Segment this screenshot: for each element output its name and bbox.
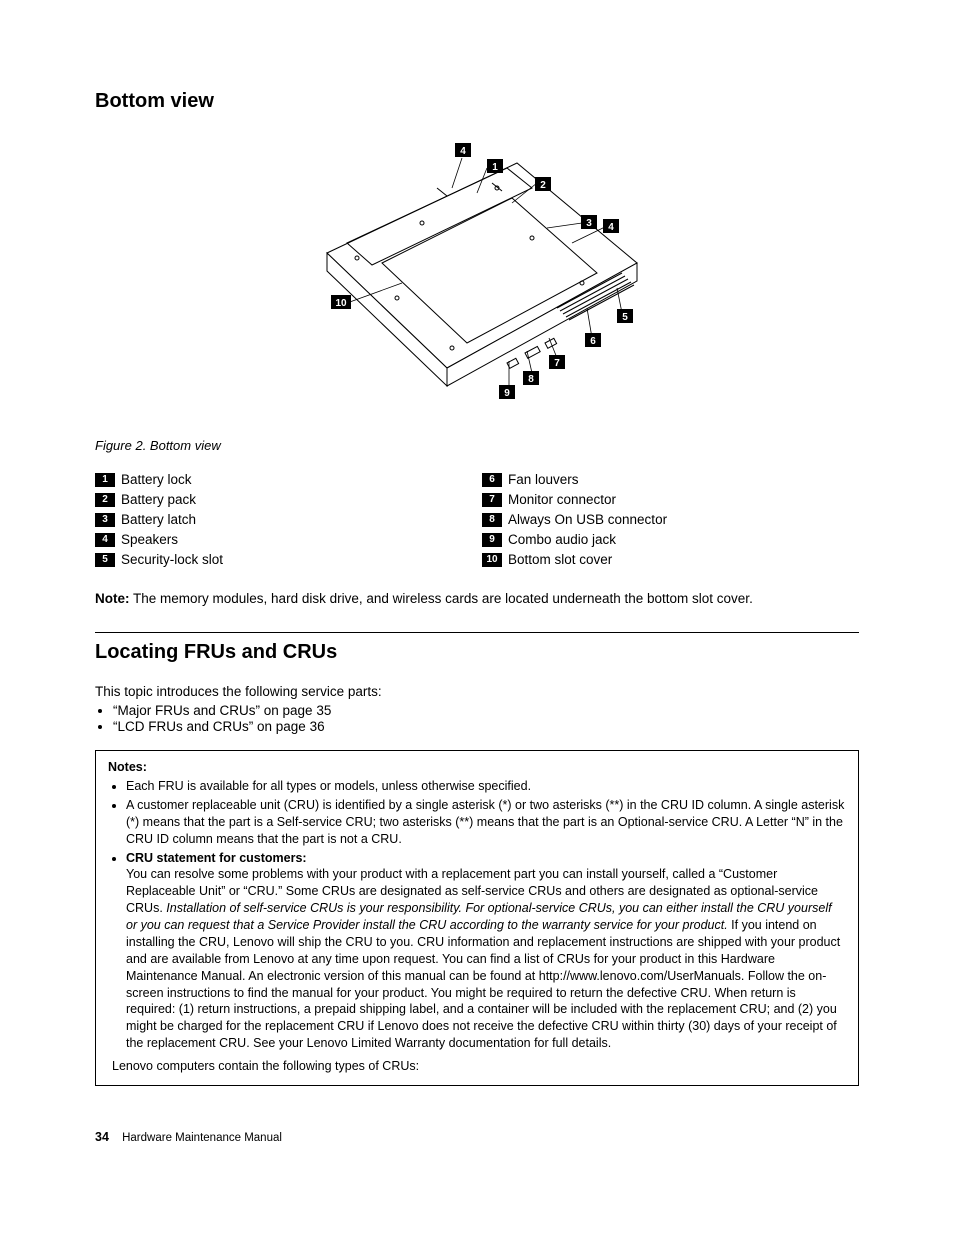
legend-row: 3 Battery latch [95,512,472,527]
callout-1: 1 [487,159,503,173]
page-number: 34 [95,1130,109,1144]
legend-row: 7 Monitor connector [482,492,859,507]
intro-bullet-item: “Major FRUs and CRUs” on page 35 [113,703,859,718]
intro-bullet-item: “LCD FRUs and CRUs” on page 36 [113,719,859,734]
callout-4a: 4 [455,143,471,157]
notes-item-2: A customer replaceable unit (CRU) is ide… [126,797,846,848]
cru-statement-italic: Installation of self-service CRUs is you… [126,901,832,932]
note-text: The memory modules, hard disk drive, and… [130,591,753,606]
notes-header: Notes: [108,759,846,776]
svg-text:1: 1 [492,162,498,173]
svg-text:8: 8 [528,374,534,385]
legend-row: 8 Always On USB connector [482,512,859,527]
notes-item-1: Each FRU is available for all types or m… [126,778,846,795]
legend-col-right: 6 Fan louvers 7 Monitor connector 8 Always On… [482,467,859,572]
notes-trailing: Lenovo computers contain the following t… [112,1058,846,1075]
note-label: Note: [95,591,130,606]
svg-text:4: 4 [460,146,466,157]
page-content: Bottom view [0,0,954,1184]
diagram-container: 4 1 2 3 4 5 6 7 8 9 10 [95,133,859,428]
legend-row: 4 Speakers [95,532,472,547]
legend-row: 5 Security-lock slot [95,552,472,567]
legend-row: 2 Battery pack [95,492,472,507]
legend-table: 1 Battery lock 2 Battery pack 3 Battery latch… [95,467,859,572]
notes-list: Each FRU is available for all types or m… [108,778,846,1052]
legend-number-badge: 9 [482,533,502,547]
legend-row: 6 Fan louvers [482,472,859,487]
callout-3: 3 [581,215,597,229]
callout-7: 7 [549,355,565,369]
callout-10: 10 [331,295,351,309]
legend-number-badge: 2 [95,493,115,507]
notes-box: Notes: Each FRU is available for all typ… [95,750,859,1086]
cru-statement-p1b: If you intend on installing the CRU, Len… [126,918,840,1050]
laptop-bottom-svg: 4 1 2 3 4 5 6 7 8 9 10 [287,133,667,423]
bottom-view-diagram: 4 1 2 3 4 5 6 7 8 9 10 [287,133,667,428]
legend-row: 10 Bottom slot cover [482,552,859,567]
callout-2: 2 [535,177,551,191]
cru-statement-head: CRU statement for customers: [126,851,307,865]
figure-caption: Figure 2. Bottom view [95,438,859,453]
callout-8: 8 [523,371,539,385]
legend-label: Security-lock slot [121,552,223,567]
page-footer: 34 Hardware Maintenance Manual [95,1130,859,1144]
svg-text:3: 3 [586,218,592,229]
legend-label: Battery latch [121,512,196,527]
legend-label: Bottom slot cover [508,552,612,567]
legend-label: Always On USB connector [508,512,667,527]
svg-text:5: 5 [622,312,628,323]
legend-number-badge: 6 [482,473,502,487]
note-paragraph: Note: The memory modules, hard disk driv… [95,590,859,608]
callout-5: 5 [617,309,633,323]
notes-item-3: CRU statement for customers: You can res… [126,850,846,1053]
legend-number-badge: 5 [95,553,115,567]
callout-6: 6 [585,333,601,347]
legend-label: Combo audio jack [508,532,616,547]
legend-label: Speakers [121,532,178,547]
callout-4b: 4 [603,219,619,233]
legend-row: 9 Combo audio jack [482,532,859,547]
legend-number-badge: 3 [95,513,115,527]
legend-row: 1 Battery lock [95,472,472,487]
legend-number-badge: 1 [95,473,115,487]
legend-label: Fan louvers [508,472,579,487]
svg-text:7: 7 [554,358,560,369]
legend-number-badge: 8 [482,513,502,527]
svg-text:2: 2 [540,180,546,191]
legend-number-badge: 10 [482,553,502,567]
svg-text:4: 4 [608,222,614,233]
legend-number-badge: 7 [482,493,502,507]
svg-text:9: 9 [504,388,510,399]
intro-bullet-list: “Major FRUs and CRUs” on page 35“LCD FRU… [95,703,859,734]
legend-label: Battery lock [121,472,192,487]
footer-doc-title: Hardware Maintenance Manual [122,1132,282,1144]
section-heading-frus-crus: Locating FRUs and CRUs [95,641,859,664]
legend-col-left: 1 Battery lock 2 Battery pack 3 Battery latch… [95,467,472,572]
legend-label: Battery pack [121,492,196,507]
svg-text:6: 6 [590,336,596,347]
svg-text:10: 10 [335,298,347,309]
section-heading-bottom-view: Bottom view [95,90,859,113]
legend-number-badge: 4 [95,533,115,547]
intro-text: This topic introduces the following serv… [95,684,859,699]
section-divider [95,632,859,633]
callout-9: 9 [499,385,515,399]
legend-label: Monitor connector [508,492,616,507]
